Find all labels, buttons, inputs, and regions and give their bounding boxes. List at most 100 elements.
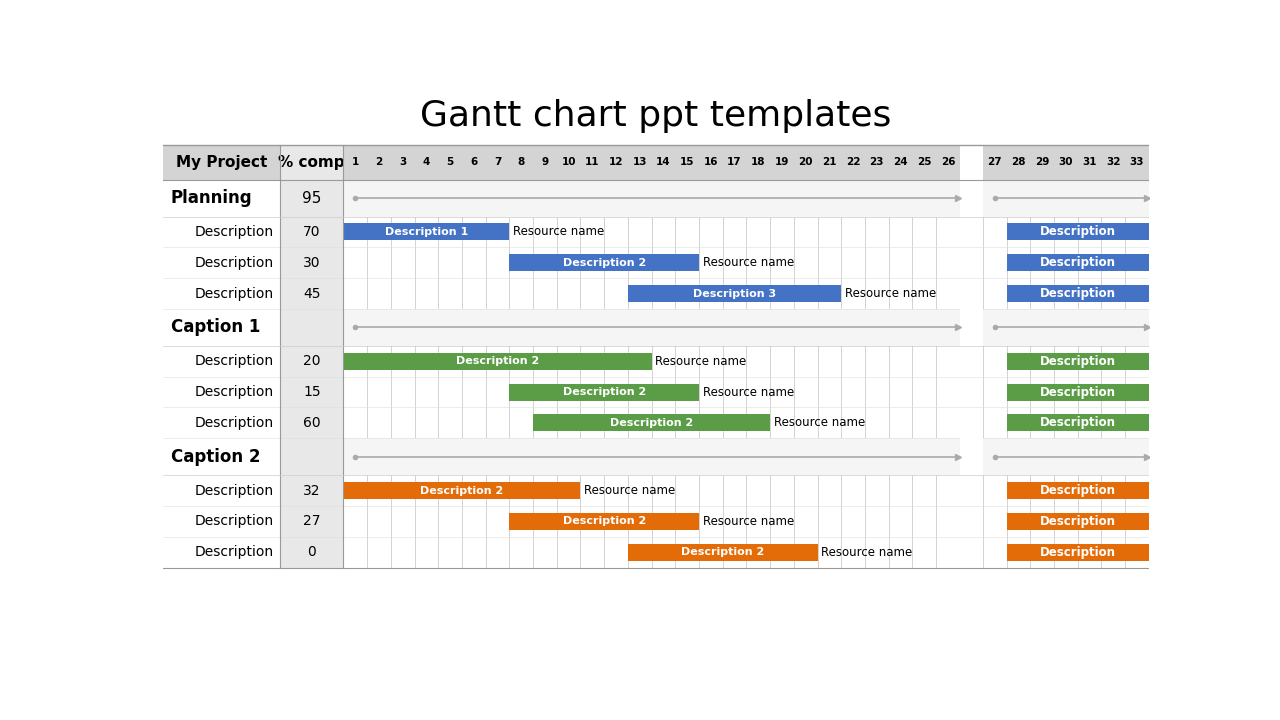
Bar [960, 309, 983, 346]
Text: Description: Description [195, 354, 274, 369]
Text: 15: 15 [303, 385, 320, 399]
Text: 32: 32 [1106, 157, 1120, 167]
Text: Resource name: Resource name [703, 256, 794, 269]
Bar [509, 384, 699, 400]
Text: Description: Description [1039, 287, 1116, 300]
Text: Description: Description [1039, 515, 1116, 528]
Text: 70: 70 [303, 225, 320, 239]
Bar [343, 223, 509, 240]
Text: Gantt chart ppt templates: Gantt chart ppt templates [420, 99, 892, 132]
Text: 2: 2 [375, 157, 383, 167]
Text: Description 2: Description 2 [611, 418, 694, 428]
Bar [280, 145, 343, 567]
Text: Resource name: Resource name [703, 515, 794, 528]
Text: Description 2: Description 2 [681, 547, 764, 557]
Text: 31: 31 [1083, 157, 1097, 167]
Text: 33: 33 [1130, 157, 1144, 167]
Text: Description: Description [1039, 256, 1116, 269]
Bar [628, 285, 841, 302]
Text: Resource name: Resource name [774, 416, 865, 429]
Text: 18: 18 [751, 157, 765, 167]
Text: Resource name: Resource name [513, 225, 604, 238]
Text: 60: 60 [303, 416, 320, 430]
Text: 26: 26 [941, 157, 955, 167]
Text: 32: 32 [303, 484, 320, 498]
Text: Description: Description [195, 256, 274, 270]
Text: 5: 5 [447, 157, 453, 167]
Text: 13: 13 [632, 157, 646, 167]
Text: Description 1: Description 1 [385, 227, 468, 237]
Text: 11: 11 [585, 157, 599, 167]
Text: Resource name: Resource name [655, 355, 746, 368]
Text: Description 2: Description 2 [562, 387, 646, 397]
Text: 12: 12 [609, 157, 623, 167]
Text: Caption 2: Caption 2 [172, 448, 260, 466]
Text: 29: 29 [1036, 157, 1050, 167]
Text: 27: 27 [303, 515, 320, 528]
Bar [960, 179, 983, 217]
Text: % comp: % comp [279, 155, 346, 170]
Bar [509, 254, 699, 271]
Text: 16: 16 [704, 157, 718, 167]
Text: Description 2: Description 2 [562, 516, 646, 526]
Text: Description: Description [1039, 225, 1116, 238]
Text: 9: 9 [541, 157, 548, 167]
Text: 27: 27 [987, 157, 1002, 167]
Bar [960, 145, 983, 179]
Bar [1006, 384, 1149, 400]
Text: Resource name: Resource name [822, 546, 913, 559]
Text: 1: 1 [352, 157, 358, 167]
Text: Description: Description [195, 287, 274, 300]
Text: Description 2: Description 2 [456, 356, 539, 366]
Bar [1006, 513, 1149, 530]
Text: 19: 19 [774, 157, 790, 167]
Bar [960, 438, 983, 475]
Text: Resource name: Resource name [703, 386, 794, 399]
Text: Description 2: Description 2 [420, 486, 503, 495]
Bar [343, 438, 1149, 475]
Text: Description: Description [1039, 355, 1116, 368]
Text: Description: Description [1039, 416, 1116, 429]
Text: Description: Description [195, 515, 274, 528]
Bar [1006, 254, 1149, 271]
Bar [628, 544, 818, 561]
Text: Description: Description [1039, 546, 1116, 559]
Bar [343, 482, 580, 499]
Text: 17: 17 [727, 157, 742, 167]
Text: Description: Description [195, 545, 274, 559]
Text: My Project: My Project [177, 155, 268, 170]
Bar [1006, 223, 1149, 240]
Text: Resource name: Resource name [584, 484, 676, 497]
Bar [1006, 544, 1149, 561]
Text: Description: Description [1039, 484, 1116, 497]
Bar [960, 145, 983, 567]
Text: 95: 95 [302, 191, 321, 205]
Bar [1006, 415, 1149, 431]
Text: 6: 6 [470, 157, 477, 167]
Text: Description: Description [195, 225, 274, 239]
Bar [1006, 285, 1149, 302]
Text: Resource name: Resource name [845, 287, 937, 300]
Text: 15: 15 [680, 157, 694, 167]
Text: 25: 25 [916, 157, 932, 167]
Bar [343, 353, 652, 370]
Text: 8: 8 [517, 157, 525, 167]
Text: 20: 20 [303, 354, 320, 369]
Bar [509, 513, 699, 530]
Text: 14: 14 [657, 157, 671, 167]
Text: Caption 1: Caption 1 [172, 318, 260, 336]
Text: 22: 22 [846, 157, 860, 167]
Text: 7: 7 [494, 157, 502, 167]
Bar [343, 309, 1149, 346]
Text: 3: 3 [399, 157, 406, 167]
Bar [343, 179, 1149, 217]
Bar [1006, 353, 1149, 370]
Bar [532, 415, 771, 431]
Text: Description: Description [195, 416, 274, 430]
Text: 28: 28 [1011, 157, 1025, 167]
Text: 10: 10 [562, 157, 576, 167]
Text: 4: 4 [422, 157, 430, 167]
Text: Planning: Planning [172, 189, 252, 207]
Text: Description: Description [1039, 386, 1116, 399]
Bar [1006, 482, 1149, 499]
